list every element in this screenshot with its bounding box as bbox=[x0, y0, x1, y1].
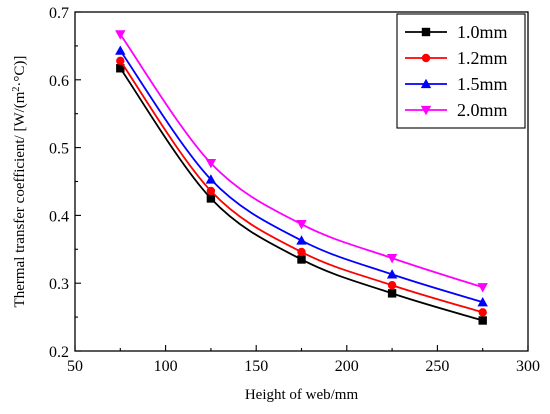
legend-label: 1.5mm bbox=[457, 74, 508, 94]
data-point-1.0mm bbox=[387, 289, 397, 298]
x-tick-label: 200 bbox=[335, 358, 359, 375]
legend-marker-1.5mm bbox=[420, 78, 432, 89]
data-point-1.0mm bbox=[297, 255, 306, 264]
y-tick-label: 0.7 bbox=[49, 5, 69, 22]
legend-label: 2.0mm bbox=[457, 100, 508, 120]
y-tick-label: 0.5 bbox=[49, 141, 69, 158]
data-point-1.5mm bbox=[296, 235, 307, 245]
data-point-1.2mm bbox=[297, 247, 306, 257]
x-tick-label: 300 bbox=[516, 358, 540, 375]
data-point-2.0mm bbox=[115, 30, 126, 40]
legend-label: 1.2mm bbox=[457, 48, 508, 68]
legend: 1.0mm 1.2mm 1.5mm 2.0mm bbox=[396, 13, 526, 129]
marks-layer bbox=[115, 30, 488, 325]
x-tick-label: 250 bbox=[425, 358, 449, 375]
x-tick-label: 150 bbox=[244, 358, 268, 375]
axes-layer: 50 100 150 200 250 300 0.2 0.3 0.4 0.5 0.6 0.7 bbox=[49, 5, 540, 375]
y-axis-title-suffix: ·°C)] bbox=[12, 56, 28, 87]
data-point-1.0mm bbox=[116, 64, 125, 73]
data-point-1.5mm bbox=[205, 174, 217, 184]
data-point-1.2mm bbox=[206, 186, 216, 196]
y-axis-title-superscript: 2 bbox=[11, 87, 22, 92]
x-tick-label: 100 bbox=[154, 358, 178, 375]
data-point-1.0mm bbox=[478, 316, 487, 325]
data-point-2.0mm bbox=[386, 253, 398, 264]
data-point-1.2mm bbox=[478, 308, 487, 317]
data-point-1.0mm bbox=[206, 194, 216, 203]
data-point-2.0mm bbox=[477, 283, 488, 293]
legend-marker-1.2mm bbox=[421, 53, 431, 63]
series-line-1.5mm bbox=[119, 50, 483, 304]
x-tick-label: 50 bbox=[67, 358, 83, 375]
y-tick-label: 0.4 bbox=[49, 208, 69, 225]
series-line-2.0mm bbox=[119, 33, 483, 289]
data-point-1.2mm bbox=[116, 56, 125, 66]
legend-box bbox=[396, 13, 526, 129]
legend-marker-2.0mm bbox=[420, 105, 432, 116]
series-line-1.0mm bbox=[119, 67, 483, 322]
data-point-2.0mm bbox=[205, 159, 217, 169]
y-tick-label: 0.6 bbox=[49, 73, 69, 90]
y-axis-title-prefix: Thermal transfer coefficient/ [W/(m bbox=[12, 91, 28, 307]
data-point-1.5mm bbox=[386, 269, 398, 279]
series-line-1.2mm bbox=[119, 60, 483, 314]
data-point-1.2mm bbox=[387, 281, 397, 290]
data-point-2.0mm bbox=[296, 220, 307, 230]
x-axis-title: Height of web/mm bbox=[245, 387, 359, 403]
y-axis-title: Thermal transfer coefficient/ [W/(m2·°C)… bbox=[11, 56, 29, 308]
data-point-1.5mm bbox=[477, 296, 488, 307]
y-tick-label: 0.2 bbox=[49, 344, 69, 361]
y-tick-label: 0.3 bbox=[49, 276, 69, 293]
legend-label: 1.0mm bbox=[457, 22, 508, 42]
data-point-1.5mm bbox=[115, 45, 126, 55]
legend-marker-1.0mm bbox=[421, 27, 431, 37]
